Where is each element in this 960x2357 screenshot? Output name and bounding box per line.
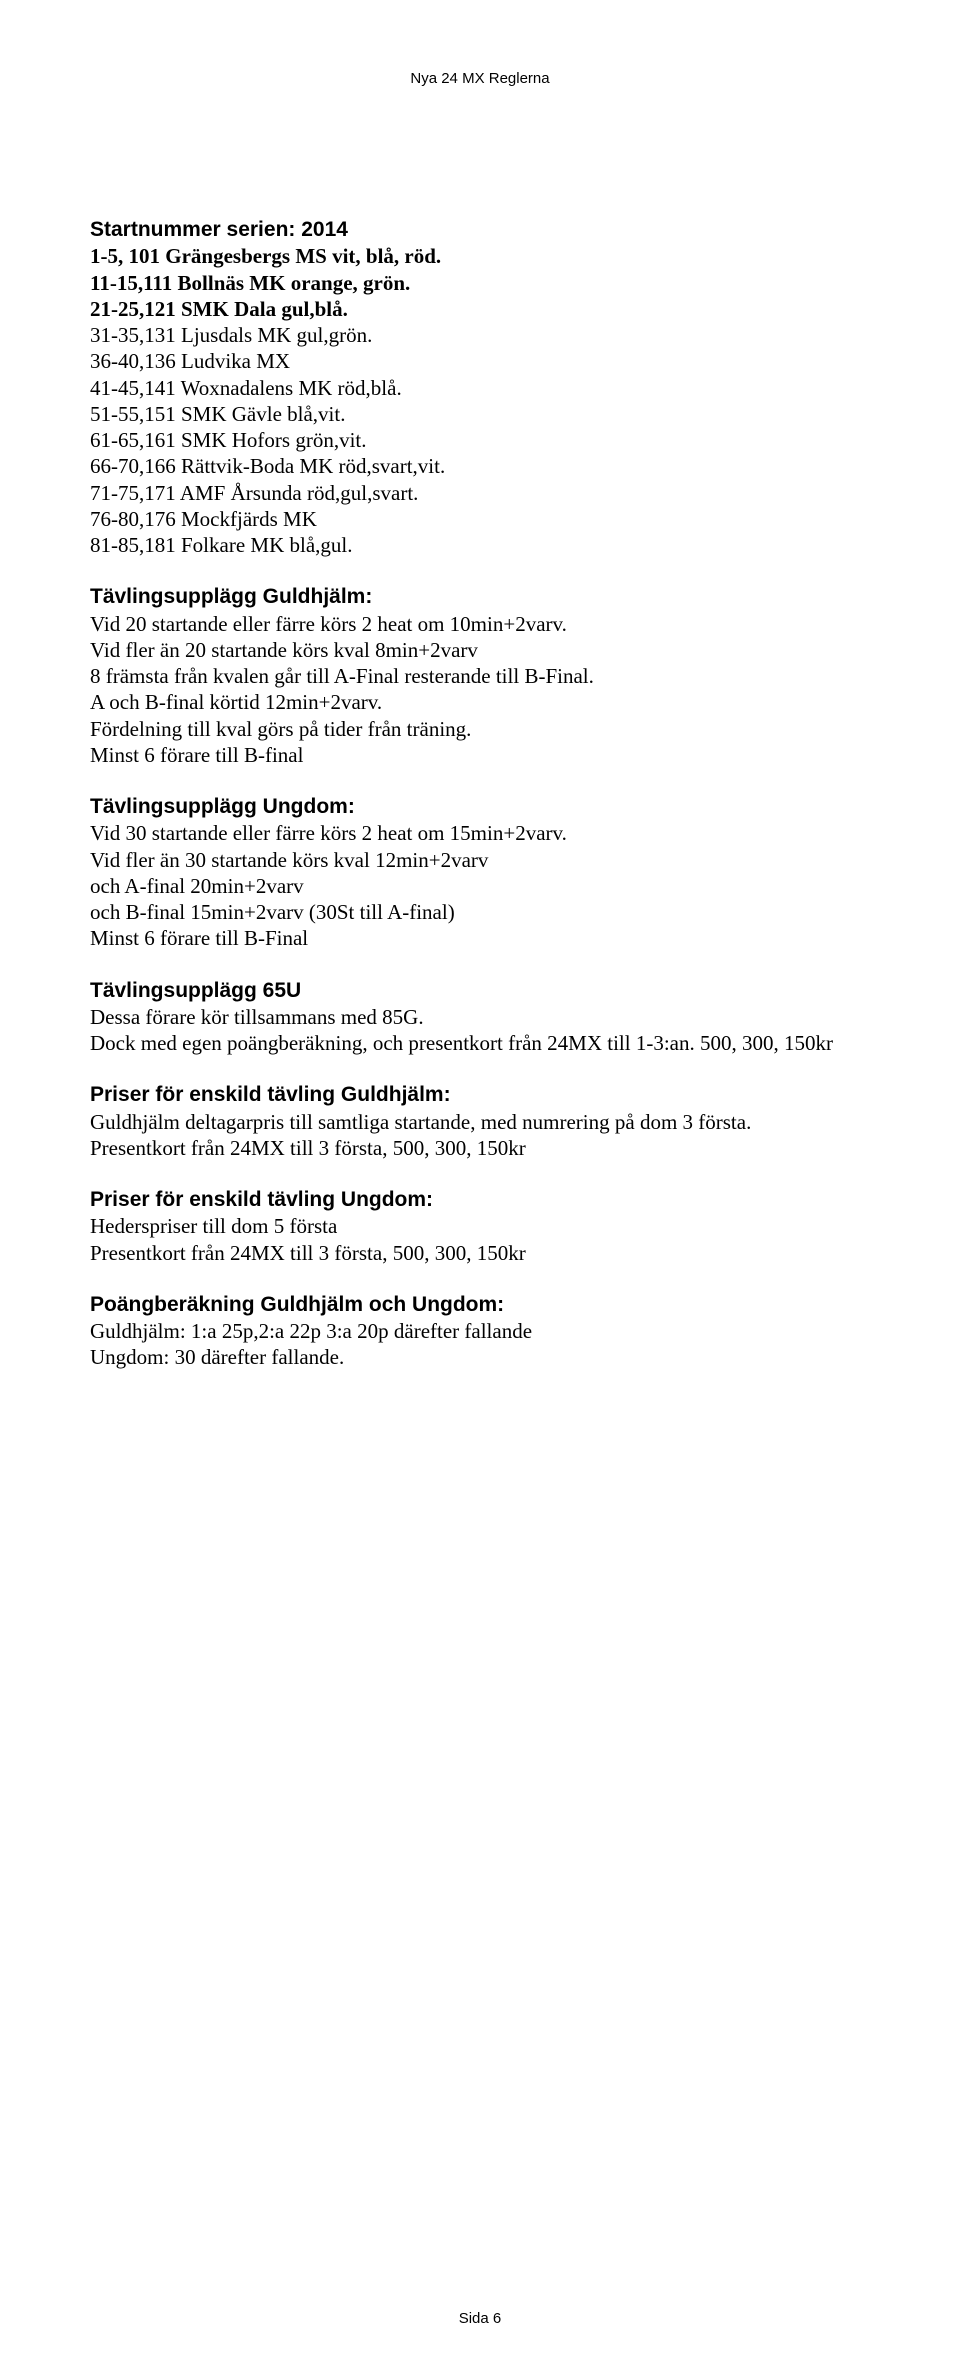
section-priser-ungdom: Priser för enskild tävling Ungdom: Heder… [90, 1187, 870, 1266]
line: Vid fler än 30 startande körs kval 12min… [90, 847, 870, 873]
line: Ungdom: 30 därefter fallande. [90, 1344, 870, 1370]
line: Hederspriser till dom 5 första [90, 1213, 870, 1239]
line: 31-35,131 Ljusdals MK gul,grön. [90, 322, 870, 348]
section-startnummer: Startnummer serien: 2014 1-5, 101 Gränge… [90, 217, 870, 558]
heading-priser-ungdom: Priser för enskild tävling Ungdom: [90, 1187, 870, 1213]
line: 71-75,171 AMF Årsunda röd,gul,svart. [90, 480, 870, 506]
line: Presentkort från 24MX till 3 första, 500… [90, 1135, 870, 1161]
line: Minst 6 förare till B-Final [90, 925, 870, 951]
line: A och B-final körtid 12min+2varv. [90, 689, 870, 715]
line: 81-85,181 Folkare MK blå,gul. [90, 532, 870, 558]
page-header: Nya 24 MX Reglerna [90, 70, 870, 87]
line: 76-80,176 Mockfjärds MK [90, 506, 870, 532]
line: Fördelning till kval görs på tider från … [90, 716, 870, 742]
line: och B-final 15min+2varv (30St till A-fin… [90, 899, 870, 925]
line: 1-5, 101 Grängesbergs MS vit, blå, röd. [90, 243, 870, 269]
line: Vid fler än 20 startande körs kval 8min+… [90, 637, 870, 663]
line: 8 främsta från kvalen går till A-Final r… [90, 663, 870, 689]
line: Presentkort från 24MX till 3 första, 500… [90, 1240, 870, 1266]
line: 41-45,141 Woxnadalens MK röd,blå. [90, 375, 870, 401]
heading-priser-guldhjalm: Priser för enskild tävling Guldhjälm: [90, 1082, 870, 1108]
line: Vid 30 startande eller färre körs 2 heat… [90, 820, 870, 846]
heading-poang: Poängberäkning Guldhjälm och Ungdom: [90, 1292, 870, 1318]
line: Guldhjälm: 1:a 25p,2:a 22p 3:a 20p däref… [90, 1318, 870, 1344]
line: 51-55,151 SMK Gävle blå,vit. [90, 401, 870, 427]
line: Guldhjälm deltagarpris till samtliga sta… [90, 1109, 870, 1135]
line: 61-65,161 SMK Hofors grön,vit. [90, 427, 870, 453]
section-priser-guldhjalm: Priser för enskild tävling Guldhjälm: Gu… [90, 1082, 870, 1161]
page-footer: Sida 6 [0, 2310, 960, 2327]
line: Minst 6 förare till B-final [90, 742, 870, 768]
line: Vid 20 startande eller färre körs 2 heat… [90, 611, 870, 637]
line: 21-25,121 SMK Dala gul,blå. [90, 296, 870, 322]
line: Dock med egen poängberäkning, och presen… [90, 1030, 870, 1056]
line: 66-70,166 Rättvik-Boda MK röd,svart,vit. [90, 453, 870, 479]
section-guldhjalm: Tävlingsupplägg Guldhjälm: Vid 20 starta… [90, 584, 870, 768]
section-poang: Poängberäkning Guldhjälm och Ungdom: Gul… [90, 1292, 870, 1371]
line: och A-final 20min+2varv [90, 873, 870, 899]
heading-guldhjalm: Tävlingsupplägg Guldhjälm: [90, 584, 870, 610]
line: 11-15,111 Bollnäs MK orange, grön. [90, 270, 870, 296]
document-page: Nya 24 MX Reglerna Startnummer serien: 2… [0, 0, 960, 1447]
section-65u: Tävlingsupplägg 65U Dessa förare kör til… [90, 978, 870, 1057]
section-ungdom: Tävlingsupplägg Ungdom: Vid 30 startande… [90, 794, 870, 952]
line: Dessa förare kör tillsammans med 85G. [90, 1004, 870, 1030]
heading-65u: Tävlingsupplägg 65U [90, 978, 870, 1004]
heading-ungdom: Tävlingsupplägg Ungdom: [90, 794, 870, 820]
line: 36-40,136 Ludvika MX [90, 348, 870, 374]
heading-startnummer: Startnummer serien: 2014 [90, 217, 870, 243]
